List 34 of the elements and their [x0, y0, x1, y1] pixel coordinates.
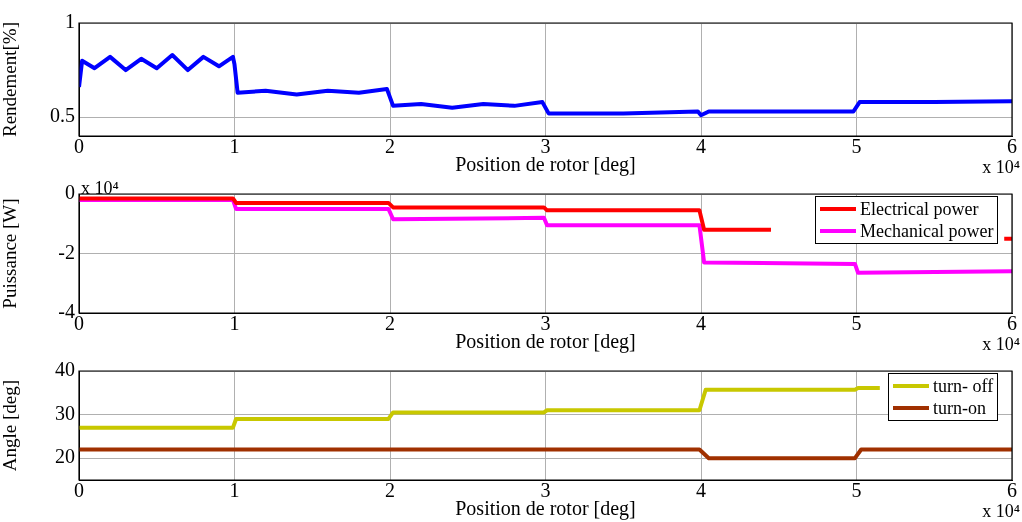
y-axis-title: Angle [deg]: [0, 379, 21, 472]
y-tick-label: 0: [65, 181, 75, 204]
text: x 10⁴: [982, 333, 1020, 354]
y-tick-label: 1: [65, 10, 75, 33]
y-axis-title: Puissance [W]: [0, 198, 21, 309]
x-tick-label: 2: [385, 135, 395, 158]
x-tick-label: 5: [851, 135, 862, 158]
x-tick-label: 5: [851, 312, 862, 335]
legend-label: turn- off: [933, 375, 994, 397]
annotation: x 10⁴: [81, 177, 119, 198]
text: x 10⁴: [982, 500, 1020, 521]
x-tick-label: 4: [696, 135, 706, 158]
y-tick-label: 40: [55, 358, 75, 381]
x-tick-label: 5: [851, 479, 862, 502]
x-tick-label: 2: [385, 479, 395, 502]
x-tick-label: 1: [229, 135, 240, 158]
legend-label: Mechanical power: [860, 220, 994, 242]
y-tick-label: 20: [55, 445, 75, 468]
legend-label: Electrical power: [860, 198, 979, 220]
y-tick-label: -4: [58, 300, 75, 323]
x-tick-label: 1: [229, 479, 240, 502]
y-tick-label: -2: [58, 240, 75, 263]
legend-label: turn-on: [933, 397, 986, 419]
x-tick-label: 4: [696, 312, 706, 335]
x-tick-label: 1: [229, 312, 240, 335]
x-tick-label: 6: [1007, 479, 1017, 502]
x-tick-label: 2: [385, 312, 395, 335]
x-tick-label: 4: [696, 479, 706, 502]
y-axis-title: Rendement[%]: [0, 21, 21, 138]
x-tick-label: 6: [1007, 135, 1017, 158]
y-tick-label: 0.5: [50, 104, 75, 127]
text: x 10⁴: [982, 156, 1020, 177]
x-tick-label: 6: [1007, 312, 1017, 335]
y-tick-label: 30: [55, 401, 75, 424]
